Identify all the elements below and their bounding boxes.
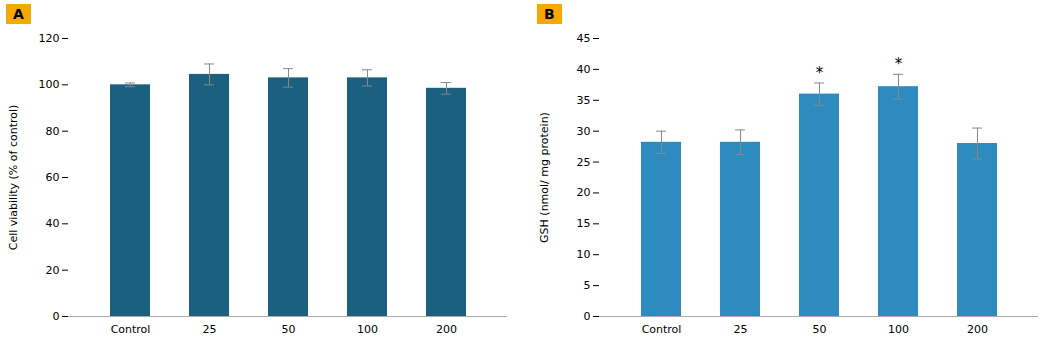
svg-text:100: 100: [888, 323, 909, 336]
svg-text:35: 35: [577, 94, 591, 107]
svg-text:45: 45: [577, 32, 591, 45]
svg-text:GSH (nmol/ mg protein): GSH (nmol/ mg protein): [538, 112, 551, 243]
svg-text:0: 0: [584, 310, 591, 323]
svg-text:60: 60: [46, 171, 60, 184]
svg-text:Cell viability (% of control): Cell viability (% of control): [7, 105, 20, 251]
svg-text:40: 40: [577, 63, 591, 76]
svg-text:40: 40: [46, 217, 60, 230]
svg-text:100: 100: [357, 323, 378, 336]
svg-text:*: *: [816, 64, 824, 82]
svg-text:5: 5: [584, 279, 591, 292]
svg-text:20: 20: [577, 186, 591, 199]
svg-text:25: 25: [203, 323, 217, 336]
svg-text:*: *: [895, 55, 903, 73]
svg-text:Control: Control: [642, 323, 682, 336]
svg-text:200: 200: [967, 323, 988, 336]
svg-text:200: 200: [436, 323, 457, 336]
svg-text:25: 25: [577, 156, 591, 169]
svg-text:0: 0: [53, 310, 60, 323]
html-text:B: B: [544, 6, 555, 22]
html-text:A: A: [13, 6, 24, 22]
svg-text:30: 30: [577, 125, 591, 138]
svg-text:25: 25: [734, 323, 748, 336]
svg-text:100: 100: [39, 78, 60, 91]
svg-text:10: 10: [577, 248, 591, 261]
svg-text:120: 120: [39, 32, 60, 45]
svg-text:80: 80: [46, 125, 60, 138]
svg-text:50: 50: [282, 323, 296, 336]
svg-text:Control: Control: [111, 323, 151, 336]
svg-text:20: 20: [46, 264, 60, 277]
svg-text:15: 15: [577, 217, 591, 230]
svg-text:50: 50: [813, 323, 827, 336]
